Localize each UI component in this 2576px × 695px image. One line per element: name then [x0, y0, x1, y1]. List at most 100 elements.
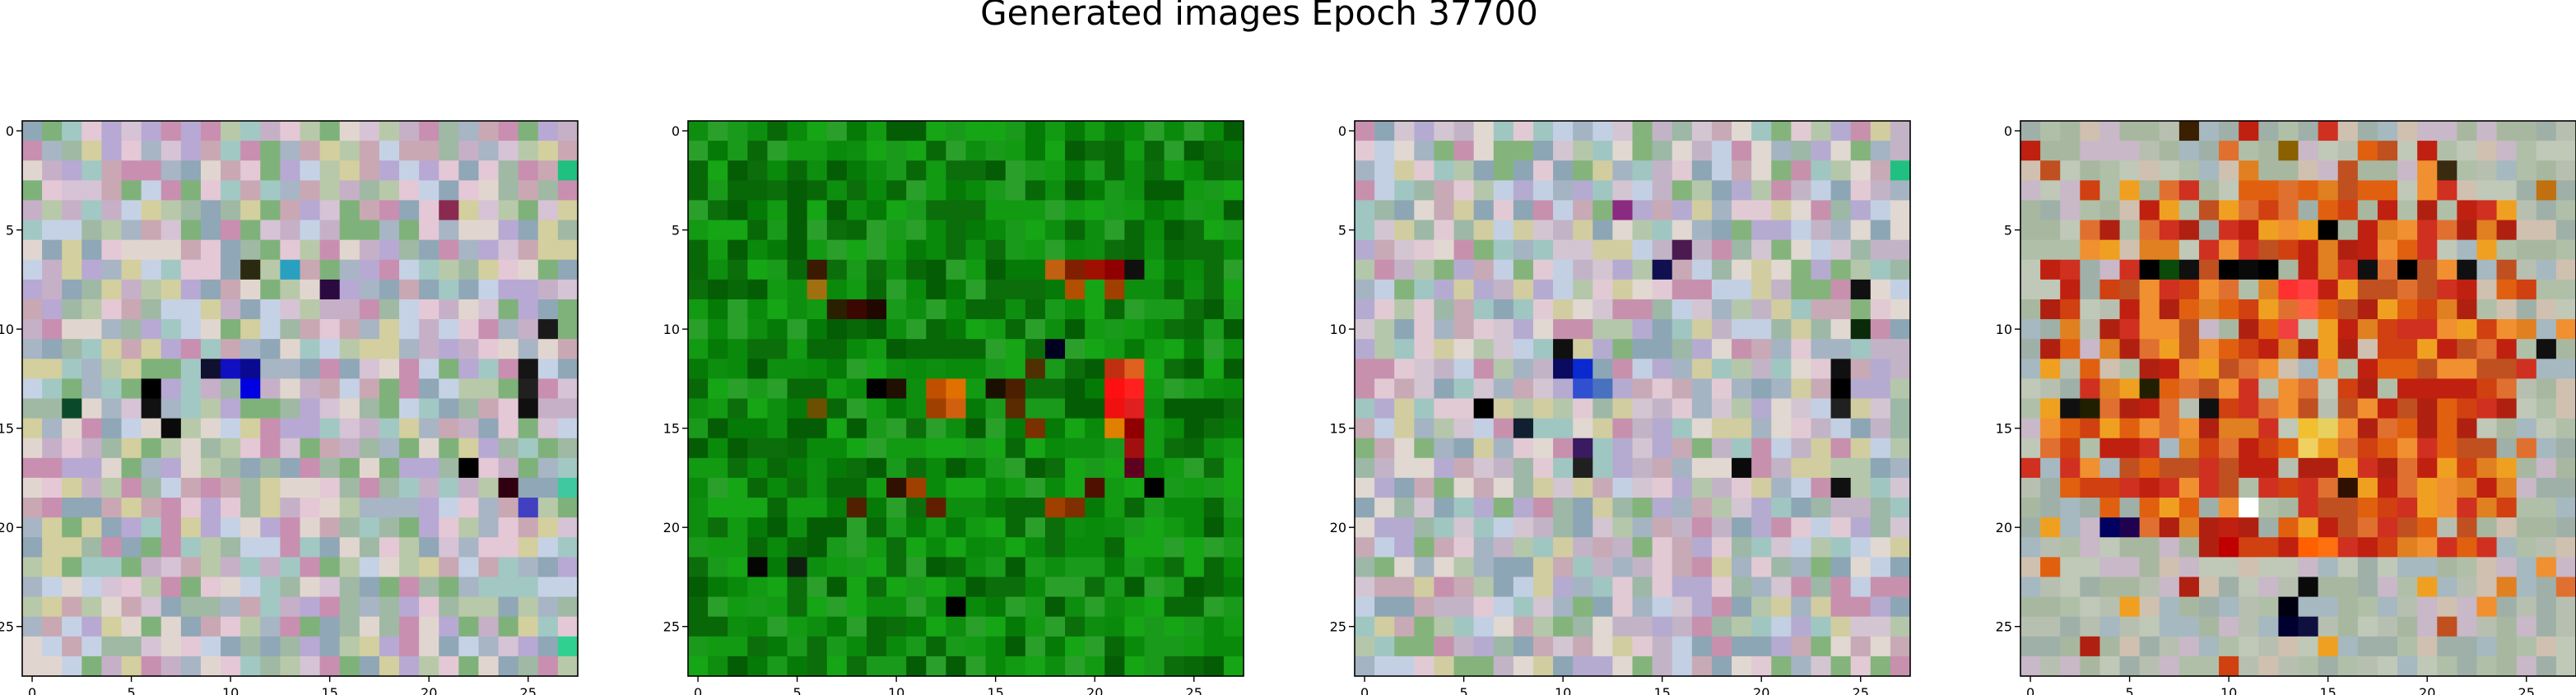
heatmap-cell — [2120, 637, 2141, 657]
heatmap-cell — [1085, 378, 1105, 399]
heatmap-cell — [2219, 141, 2239, 161]
heatmap-cell — [906, 419, 927, 439]
heatmap-cell — [1672, 299, 1693, 320]
heatmap-cell — [2060, 180, 2081, 201]
heatmap-cell — [2060, 141, 2081, 161]
heatmap-cell — [1771, 339, 1792, 359]
heatmap-cell — [22, 399, 43, 419]
heatmap-cell — [2397, 537, 2418, 558]
heatmap-cell — [101, 537, 122, 558]
heatmap-cell — [518, 160, 539, 181]
heatmap-cell — [62, 339, 82, 359]
heatmap-cell — [499, 339, 519, 359]
heatmap-cell — [2536, 359, 2557, 379]
heatmap-cell — [1771, 121, 1792, 141]
heatmap-cell — [1890, 557, 1911, 577]
heatmap-cell — [1633, 200, 1653, 220]
heatmap-cell — [181, 597, 202, 618]
heatmap-cell — [320, 359, 341, 379]
heatmap-cell — [499, 240, 519, 261]
heatmap-cell — [1434, 458, 1454, 479]
heatmap-cell — [1514, 180, 1534, 201]
heatmap-cell — [518, 577, 539, 597]
heatmap-cell — [1474, 160, 1495, 181]
heatmap-cell — [1474, 280, 1495, 300]
heatmap-cell — [807, 378, 828, 399]
heatmap-cell — [2437, 557, 2457, 577]
heatmap-cell — [42, 319, 63, 340]
heatmap-cell — [1612, 637, 1633, 657]
heatmap-cell — [867, 240, 887, 261]
heatmap-cell — [728, 458, 748, 479]
heatmap-cell — [340, 537, 360, 558]
heatmap-cell — [1633, 577, 1653, 597]
heatmap-cell — [2397, 121, 2418, 141]
heatmap-cell — [1771, 458, 1792, 479]
heatmap-cell — [1124, 458, 1145, 479]
heatmap-cell — [2299, 299, 2319, 320]
heatmap-cell — [2457, 160, 2477, 181]
heatmap-cell — [2536, 458, 2557, 479]
heatmap-cell — [22, 260, 43, 280]
heatmap-cell — [688, 378, 709, 399]
heatmap-cell — [1653, 160, 1673, 181]
heatmap-cell — [1851, 121, 1872, 141]
heatmap-cell — [1751, 240, 1772, 261]
heatmap-cell — [161, 180, 182, 201]
heatmap-cell — [1692, 160, 1713, 181]
heatmap-cell — [1204, 121, 1225, 141]
heatmap-cell — [788, 180, 808, 201]
heatmap-cell — [221, 220, 241, 241]
heatmap-cell — [2278, 399, 2299, 419]
heatmap-cell — [2080, 517, 2100, 538]
heatmap-cell — [708, 577, 728, 597]
heatmap-cell — [946, 399, 966, 419]
heatmap-cell — [1494, 498, 1514, 518]
heatmap-cell — [499, 656, 519, 677]
heatmap-cell — [767, 260, 788, 280]
heatmap-cell — [1025, 220, 1046, 241]
heatmap-cell — [42, 280, 63, 300]
heatmap-cell — [2556, 597, 2576, 618]
heatmap-cell — [2040, 160, 2061, 181]
heatmap-cell — [81, 557, 102, 577]
heatmap-cell — [1124, 240, 1145, 261]
heatmap-cell — [1890, 280, 1911, 300]
heatmap-cell — [1374, 299, 1395, 320]
heatmap-cell — [2219, 319, 2239, 340]
heatmap-cell — [2179, 220, 2200, 241]
heatmap-cell — [2239, 637, 2259, 657]
heatmap-cell — [1394, 517, 1415, 538]
heatmap-cell — [240, 537, 261, 558]
heatmap-cell — [122, 419, 142, 439]
heatmap-cell — [379, 656, 400, 677]
heatmap-cell — [181, 220, 202, 241]
heatmap-cell — [926, 280, 946, 300]
heatmap-cell — [966, 458, 987, 479]
heatmap-cell — [2278, 260, 2299, 280]
heatmap-cell — [2060, 656, 2081, 677]
heatmap-cell — [1454, 637, 1475, 657]
heatmap-cell — [886, 438, 907, 459]
heatmap-cell — [2536, 637, 2557, 657]
heatmap-cell — [1533, 498, 1554, 518]
heatmap-cell — [2397, 577, 2418, 597]
heatmap-cell — [2318, 557, 2339, 577]
heatmap-cell — [986, 517, 1007, 538]
heatmap-cell — [1494, 121, 1514, 141]
heatmap-cell — [1394, 597, 1415, 618]
heatmap-cell — [2437, 121, 2457, 141]
heatmap-cell — [1474, 557, 1495, 577]
heatmap-cell — [767, 299, 788, 320]
heatmap-cell — [2080, 656, 2100, 677]
heatmap-cell — [847, 637, 867, 657]
heatmap-cell — [518, 339, 539, 359]
heatmap-cell — [2378, 200, 2398, 220]
heatmap-cell — [2338, 280, 2359, 300]
heatmap-cell — [1494, 478, 1514, 498]
heatmap-cell — [62, 220, 82, 241]
heatmap-cell — [260, 200, 281, 220]
heatmap-cell — [2417, 637, 2438, 657]
heatmap-cell — [2099, 240, 2120, 261]
heatmap-cell — [2417, 240, 2438, 261]
